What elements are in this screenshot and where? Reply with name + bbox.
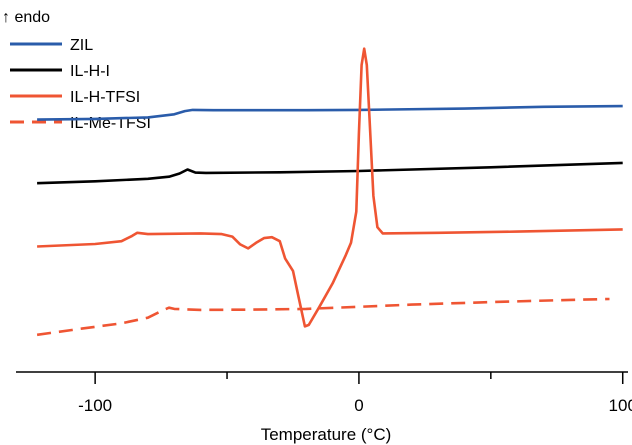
- series-line-zil: [37, 104, 623, 121]
- series-line-il-h-i: [37, 161, 623, 185]
- x-tick-label-0: 0: [354, 396, 363, 415]
- x-tick-label-neg100: -100: [78, 396, 112, 415]
- legend-label-il-h-tfsi: IL-H-TFSI: [70, 89, 140, 106]
- plot-area: [36, 47, 623, 337]
- legend-entry-il-h-tfsi: IL-H-TFSI: [10, 89, 140, 106]
- x-axis-ticks: [94, 372, 624, 384]
- legend-label-zil: ZIL: [70, 37, 93, 54]
- x-axis: -100 0 100 Temperature (°C): [16, 371, 632, 444]
- endo-annotation: ↑ endo: [2, 9, 50, 26]
- legend-entry-zil: ZIL: [10, 37, 93, 54]
- series-line-il-me-tfsi: [36, 297, 610, 337]
- x-axis-title: Temperature (°C): [261, 425, 392, 444]
- x-axis-tick-labels: -100 0 100: [78, 396, 632, 415]
- legend-label-il-h-i: IL-H-I: [70, 63, 110, 80]
- x-tick-label-100: 100: [609, 396, 632, 415]
- legend-entry-il-h-i: IL-H-I: [10, 63, 110, 80]
- series-line-il-h-tfsi: [37, 47, 623, 328]
